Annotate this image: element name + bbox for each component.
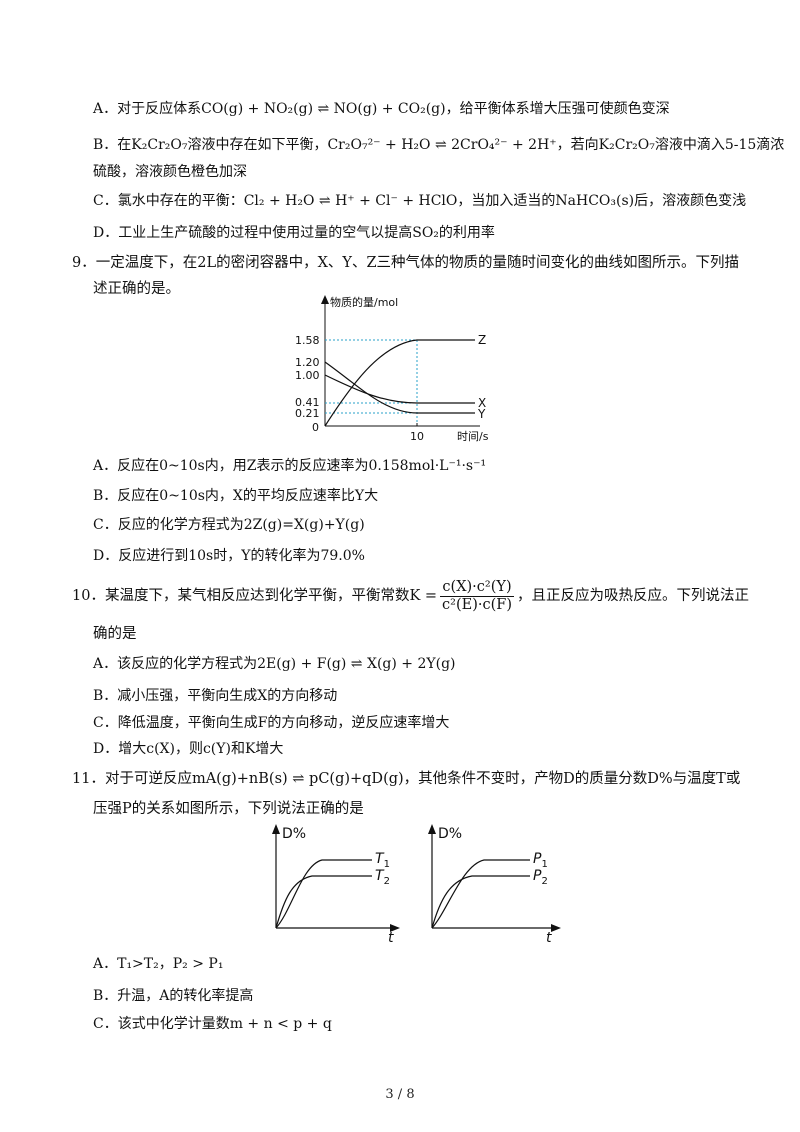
q11-g2-x-arrow — [551, 924, 561, 932]
q10-frac-denominator: c²(E)·c(F) — [442, 596, 512, 613]
q9-curve-z — [324, 339, 475, 427]
q9-xtick-label: 10 — [410, 430, 424, 443]
q9-ytick-label: 1.58 — [295, 334, 320, 347]
q9-option-a: A．反应在0~10s内，用Z表示的反应速率为0.158mol·L⁻¹·s⁻¹ — [93, 458, 487, 474]
q9-x-label: 时间/s — [457, 430, 489, 443]
q11-g2-x-label: t — [546, 930, 552, 945]
q9-curve-x — [324, 374, 475, 404]
q11-g1-label-t2: T2 — [375, 868, 390, 887]
q9-curve-y — [324, 361, 475, 414]
q11-graph-temperature: D% t T1 T2 — [272, 824, 400, 945]
q9-graph: 物质的量/mol 时间/s 1.58 1.20 1.00 0.41 0.21 0… — [295, 295, 489, 443]
q10-option-c: C．降低温度，平衡向生成F的方向移动，逆反应速率增大 — [93, 715, 450, 731]
q11-g2-curve-p2 — [431, 875, 530, 929]
q10-frac-numerator: c(X)·c²(Y) — [440, 579, 514, 597]
q11-g2-label-p2: P2 — [533, 868, 548, 887]
q9-stem-line1: 9．一定温度下，在2L的密闭容器中，X、Y、Z三种气体的物质的量随时间变化的曲线… — [72, 255, 740, 271]
q9-ytick-label: 0.21 — [295, 407, 320, 420]
q9-ytick-label: 1.20 — [295, 356, 320, 369]
q9-option-b: B．反应在0~10s内，X的平均反应速率比Y大 — [93, 488, 379, 504]
q9-option-d: D．反应进行到10s时，Y的转化率为79.0% — [93, 548, 365, 564]
q9-ytick-label: 0 — [312, 421, 319, 434]
q10-stem-line1: 10．某温度下，某气相反应达到化学平衡，平衡常数K = c(X)·c²(Y) c²(… — [72, 576, 749, 616]
q11-g2-label-p1: P1 — [533, 851, 548, 870]
q8-option-b-line2: 硫酸，溶液颜色橙色加深 — [93, 164, 247, 180]
q11-option-a: A．T₁>T₂，P₂ > P₁ — [93, 956, 224, 972]
q11-g2-y-label: D% — [438, 826, 462, 842]
q8-option-b-line1: B．在K₂Cr₂O₇溶液中存在如下平衡，Cr₂O₇²⁻ + H₂O ⇌ 2CrO… — [93, 137, 785, 153]
q9-option-c: C．反应的化学方程式为2Z(g)=X(g)+Y(g) — [93, 517, 365, 533]
q9-ytick-label: 0.41 — [295, 396, 320, 409]
page-number: 3 / 8 — [385, 1087, 415, 1102]
q10-stem-pre: 10．某温度下，某气相反应达到化学平衡，平衡常数K = — [72, 588, 438, 604]
q11-option-b: B．升温，A的转化率提高 — [93, 988, 254, 1004]
q8-option-a: A．对于反应体系CO(g) + NO₂(g) ⇌ NO(g) + CO₂(g)，… — [93, 101, 670, 117]
q11-g2-curve-p1 — [431, 859, 530, 929]
q9-series-label-y: Y — [477, 407, 486, 421]
q11-option-c: C．该式中化学计量数m + n < p + q — [93, 1016, 332, 1032]
q9-stem-line2: 述正确的是。 — [93, 281, 180, 297]
q10-option-b: B．减小压强，平衡向生成X的方向移动 — [93, 688, 338, 704]
q10-stem-post: ，且正反应为吸热反应。下列说法正 — [516, 588, 749, 604]
q8-option-c: C．氯水中存在的平衡：Cl₂ + H₂O ⇌ H⁺ + Cl⁻ + HClO，当… — [93, 193, 747, 209]
q11-g2-y-arrow — [428, 824, 436, 834]
q11-g1-curve-t1 — [275, 859, 372, 929]
q11-g1-curve-t2 — [275, 875, 372, 929]
q11-g1-x-label: t — [388, 930, 394, 945]
q11-stem-line1: 11．对于可逆反应mA(g)+nB(s) ⇌ pC(g)+qD(g)，其他条件不… — [72, 771, 741, 787]
q9-ytick-label: 1.00 — [295, 369, 320, 382]
q11-graph-pressure: D% t P1 P2 — [428, 824, 561, 945]
q9-series-label-z: Z — [478, 333, 486, 347]
q9-y-arrow — [321, 295, 329, 304]
q11-g1-label-t1: T1 — [375, 851, 390, 870]
q9-y-label: 物质的量/mol — [330, 295, 398, 309]
q11-stem-line2: 压强P的关系如图所示，下列说法正确的是 — [93, 801, 364, 817]
q11-g1-x-arrow — [390, 924, 400, 932]
q10-option-d: D．增大c(X)，则c(Y)和K增大 — [93, 741, 284, 757]
q11-g1-y-arrow — [272, 824, 280, 834]
q11-g1-y-label: D% — [282, 826, 306, 842]
q10-k-fraction: c(X)·c²(Y) c²(E)·c(F) — [440, 579, 514, 614]
q10-option-a: A．该反应的化学方程式为2E(g) + F(g) ⇌ X(g) + 2Y(g) — [93, 656, 456, 672]
q8-option-d: D．工业上生产硫酸的过程中使用过量的空气以提高SO₂的利用率 — [93, 225, 495, 241]
q9-series-label-x: X — [478, 396, 486, 410]
q10-stem-line2: 确的是 — [93, 626, 137, 642]
